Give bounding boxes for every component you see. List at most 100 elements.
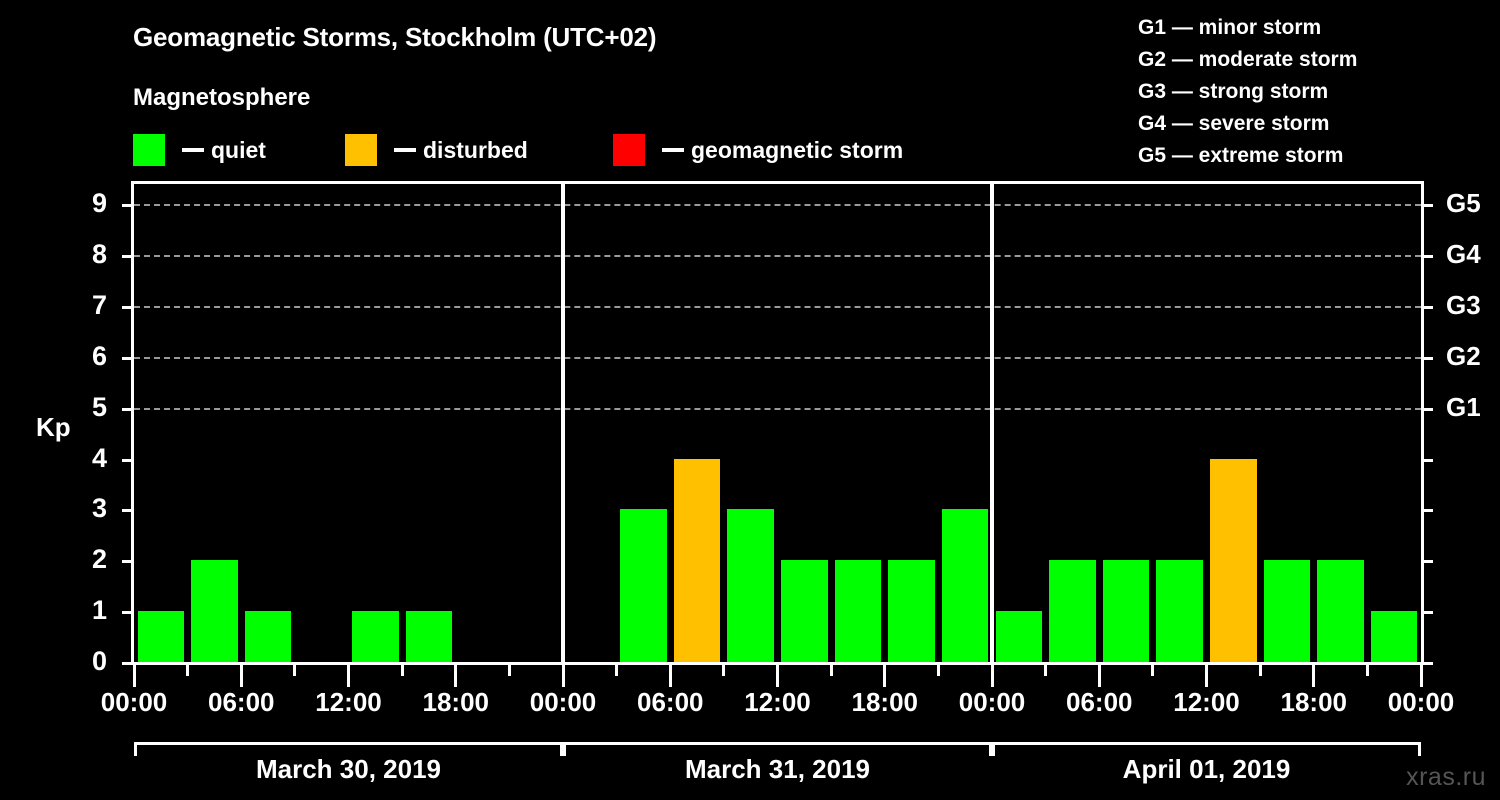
bar-0-1 <box>191 560 238 662</box>
xtick-19 <box>1151 665 1155 676</box>
xtick-22 <box>1312 665 1316 687</box>
bar-2-6 <box>1317 560 1364 662</box>
ytick-right-7 <box>1421 306 1433 310</box>
xtick-label-9: 06:00 <box>1066 687 1133 717</box>
bar-0-5 <box>405 611 453 662</box>
gridline-kp-5 <box>134 407 1421 410</box>
ytick-label-2: 2 <box>91 544 107 575</box>
xtick-label-5: 06:00 <box>637 687 704 717</box>
plot-inner <box>122 184 1433 665</box>
gscale-row-g4: G4 — severe storm <box>1138 112 1330 135</box>
bar-1-5 <box>834 560 882 662</box>
xtick-label-2: 12:00 <box>315 687 382 717</box>
day-label-0: March 30, 2019 <box>255 754 441 784</box>
xtick-label-0: 00:00 <box>100 687 168 717</box>
xtick-24 <box>1419 665 1423 687</box>
xtick-21 <box>1258 665 1262 676</box>
xtick-14 <box>883 665 887 687</box>
xtick-10 <box>668 665 672 687</box>
bar-1-1 <box>620 509 667 662</box>
day-separator-2 <box>990 184 994 662</box>
day-bracket-0 <box>134 742 563 756</box>
bar-2-4 <box>1210 458 1257 662</box>
gscale-tick-G1: G1 <box>1446 391 1481 422</box>
bar-2-3 <box>1156 560 1203 662</box>
storm-swatch <box>613 134 645 166</box>
xtick-6 <box>454 665 458 687</box>
ytick-right-6 <box>1421 356 1433 360</box>
bar-2-7 <box>1370 611 1418 662</box>
ytick-left-8 <box>122 255 134 259</box>
ytick-left-6 <box>122 356 134 360</box>
bar-2-0 <box>995 611 1043 662</box>
ytick-label-6: 6 <box>91 340 107 371</box>
xtick-label-10: 12:00 <box>1173 687 1240 717</box>
ytick-right-8 <box>1421 255 1433 259</box>
ytick-left-4 <box>122 458 134 462</box>
xtick-label-7: 18:00 <box>851 687 919 717</box>
xtick-label-11: 18:00 <box>1280 687 1348 717</box>
xtick-4 <box>347 665 350 687</box>
legend-label-storm: geomagnetic storm <box>691 136 904 163</box>
bar-1-4 <box>781 560 828 662</box>
xtick-7 <box>507 665 511 676</box>
xtick-label-1: 06:00 <box>208 687 275 717</box>
gscale-row-g3: G3 — strong storm <box>1138 80 1329 103</box>
ytick-label-5: 5 <box>91 391 107 422</box>
page-title: Geomagnetic Storms, Stockholm (UTC+02) <box>133 22 657 52</box>
day-label-1: March 31, 2019 <box>684 754 870 784</box>
xtick-16 <box>990 665 994 687</box>
ytick-label-8: 8 <box>91 239 107 270</box>
xtick-label-3: 18:00 <box>422 687 490 717</box>
day-bracket-1 <box>563 742 992 756</box>
xtick-23 <box>1365 665 1369 676</box>
xtick-12 <box>776 665 779 687</box>
ytick-label-4: 4 <box>91 442 107 473</box>
ytick-left-5 <box>122 407 134 411</box>
bar-1-2 <box>673 458 721 662</box>
bar-1-3 <box>727 509 774 662</box>
bar-0-0 <box>137 611 185 662</box>
ytick-right-5 <box>1421 407 1433 411</box>
legend-dash-icon <box>394 148 416 152</box>
xtick-13 <box>829 665 833 676</box>
xtick-label-8: 00:00 <box>958 687 1026 717</box>
gscale-row-g5: G5 — extreme storm <box>1138 144 1344 167</box>
xtick-8 <box>561 665 565 687</box>
disturbed-swatch <box>345 134 377 166</box>
ytick-left-1 <box>122 611 134 615</box>
ytick-label-3: 3 <box>91 493 107 524</box>
xtick-1 <box>186 665 190 676</box>
ytick-right-3 <box>1421 509 1433 513</box>
ytick-left-2 <box>122 560 134 564</box>
gscale-row-g1: G1 — minor storm <box>1138 16 1322 39</box>
xtick-11 <box>722 665 726 676</box>
gscale-tick-G2: G2 <box>1446 340 1481 371</box>
y-axis-title: Kp <box>36 412 71 442</box>
ytick-left-0 <box>122 662 134 665</box>
gscale-tick-G4: G4 <box>1446 239 1481 270</box>
ytick-right-2 <box>1421 560 1433 564</box>
quiet-swatch <box>133 134 165 166</box>
ytick-right-9 <box>1421 204 1433 208</box>
bar-0-2 <box>244 611 292 662</box>
legend-label-quiet: quiet <box>211 136 266 163</box>
gridline-kp-8 <box>134 255 1421 258</box>
ytick-label-1: 1 <box>91 595 107 626</box>
gscale-tick-G3: G3 <box>1446 290 1481 321</box>
bar-1-6 <box>888 560 935 662</box>
legend-item-disturbed: disturbed <box>345 134 528 166</box>
ytick-label-0: 0 <box>91 646 107 676</box>
watermark: xras.ru <box>1406 763 1486 791</box>
ytick-right-1 <box>1421 611 1433 615</box>
ytick-left-9 <box>122 204 134 208</box>
gscale-tick-G5: G5 <box>1446 188 1481 219</box>
day-separator-1 <box>561 184 565 662</box>
ytick-right-4 <box>1421 458 1433 462</box>
ytick-left-7 <box>122 306 134 310</box>
xtick-2 <box>239 665 243 687</box>
gscale-row-g2: G2 — moderate storm <box>1138 48 1358 71</box>
xtick-20 <box>1205 665 1208 687</box>
xtick-label-6: 12:00 <box>744 687 811 717</box>
